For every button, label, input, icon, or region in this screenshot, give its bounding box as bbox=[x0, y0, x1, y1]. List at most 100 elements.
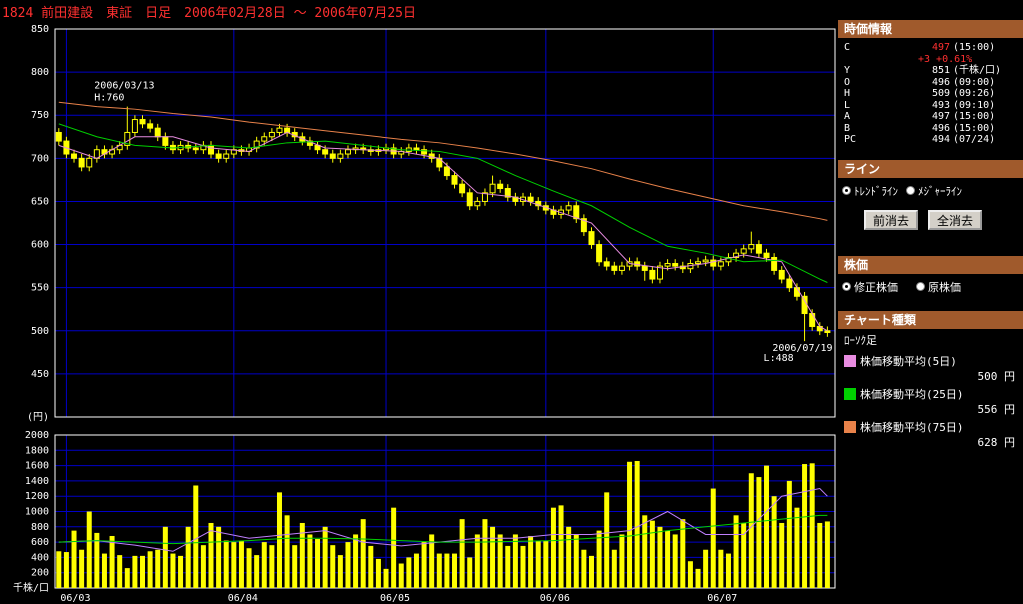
x-tick-label: 06/07 bbox=[707, 593, 737, 604]
radio-label[interactable]: 修正株価 bbox=[854, 280, 898, 294]
radio-option[interactable]: 原株価 bbox=[916, 279, 961, 295]
chart: 200 400 600 800 1000 1200 1400 1600 1800 2000 千株/口… bbox=[13, 24, 836, 604]
x-tick-label: 06/04 bbox=[228, 593, 258, 604]
volume-bar bbox=[611, 549, 617, 588]
candle-body bbox=[474, 200, 481, 207]
volume-bar bbox=[718, 549, 724, 588]
volume-bar bbox=[550, 507, 556, 588]
volume-bar bbox=[79, 549, 85, 588]
radio[interactable] bbox=[916, 282, 925, 291]
volume-bar bbox=[94, 532, 100, 588]
volume-bar bbox=[193, 485, 199, 588]
legend-value: 628 円 bbox=[977, 435, 1016, 449]
volume-bar bbox=[756, 477, 762, 588]
radio-option[interactable]: 修正株価 bbox=[842, 279, 898, 295]
y-tick-label: 750 bbox=[31, 110, 49, 121]
candle-body bbox=[192, 147, 199, 151]
volume-bar bbox=[162, 526, 168, 588]
volume-bar bbox=[467, 557, 473, 588]
y-tick-label: 450 bbox=[31, 369, 49, 380]
radio-option[interactable]: ﾒｼﾞｬｰﾗｲﾝ bbox=[906, 183, 962, 199]
volume-bar bbox=[642, 515, 648, 588]
volume-bar bbox=[147, 551, 153, 588]
volume-bar bbox=[132, 555, 138, 588]
candle-body bbox=[664, 263, 671, 267]
volume-bar bbox=[725, 553, 731, 588]
y-tick-label: 400 bbox=[31, 552, 49, 563]
button[interactable]: 前消去 bbox=[864, 209, 918, 230]
candle-body bbox=[329, 153, 336, 159]
radio[interactable] bbox=[842, 282, 851, 291]
quote-key: PC bbox=[844, 134, 857, 145]
quote-note: (千株/口) bbox=[953, 65, 1002, 76]
volume-bar bbox=[140, 555, 146, 588]
volume-bar bbox=[406, 557, 412, 588]
volume-bar bbox=[223, 540, 229, 588]
quote-key: B bbox=[844, 122, 851, 134]
volume-bar bbox=[581, 549, 587, 588]
candle-body bbox=[86, 157, 93, 168]
volume-bar bbox=[307, 534, 313, 588]
candle-body bbox=[733, 252, 740, 258]
quote-note: (07/24) bbox=[953, 134, 996, 145]
volume-average-line bbox=[58, 514, 828, 545]
candle-body bbox=[443, 166, 450, 177]
quote-value: 851 bbox=[931, 65, 950, 76]
candle-body bbox=[793, 287, 800, 297]
quote-key: A bbox=[844, 111, 851, 122]
volume-bar bbox=[573, 534, 579, 588]
candle-body bbox=[451, 175, 458, 185]
candle-body bbox=[649, 269, 656, 280]
quote-note: (15:00) bbox=[953, 111, 996, 122]
candle-body bbox=[618, 265, 625, 271]
candle-body bbox=[489, 183, 496, 194]
volume-bar bbox=[566, 526, 572, 588]
volume-bar bbox=[383, 568, 389, 588]
button[interactable]: 全消去 bbox=[928, 209, 982, 230]
y-tick-label: 650 bbox=[31, 196, 49, 207]
y-tick-label: 1800 bbox=[25, 445, 49, 456]
candle-body bbox=[573, 205, 580, 220]
candle-body bbox=[801, 295, 808, 315]
quote-key: O bbox=[844, 76, 851, 88]
volume-bar bbox=[474, 534, 480, 588]
candle-body bbox=[344, 149, 351, 155]
volume-bar bbox=[588, 555, 594, 588]
volume-bar bbox=[56, 551, 62, 588]
volume-bar bbox=[452, 553, 458, 588]
candle-body bbox=[147, 123, 154, 129]
volume-bar bbox=[444, 553, 450, 588]
quote-note: (09:26) bbox=[953, 88, 996, 99]
volume-bar bbox=[375, 558, 381, 588]
quote-row: Y 851 (千株/口) bbox=[838, 65, 1023, 77]
plot-frame bbox=[54, 28, 836, 418]
volume-bar bbox=[86, 511, 92, 588]
quote-row: A 497 (15:00) bbox=[838, 111, 1023, 123]
legend-swatch bbox=[844, 387, 856, 400]
quote-value: 497 bbox=[931, 42, 950, 53]
quote-row: PC 494 (07/24) bbox=[838, 134, 1023, 146]
moving-average-line bbox=[58, 131, 828, 332]
radio-option[interactable]: ﾄﾚﾝﾄﾞﾗｲﾝ bbox=[842, 183, 898, 199]
volume-bar bbox=[497, 534, 503, 588]
volume-bar bbox=[482, 519, 488, 588]
legend-name: 株価移動平均(25日) bbox=[860, 387, 964, 401]
candle-body bbox=[162, 136, 169, 146]
quote-row: H 509 (09:26) bbox=[838, 88, 1023, 100]
radio-label[interactable]: ﾒｼﾞｬｰﾗｲﾝ bbox=[918, 184, 962, 198]
radio-label[interactable]: ﾄﾚﾝﾄﾞﾗｲﾝ bbox=[854, 184, 898, 198]
radio-label[interactable]: 原株価 bbox=[928, 280, 961, 294]
section-header: 株価 bbox=[838, 255, 1023, 274]
candle-body bbox=[702, 259, 709, 263]
radio[interactable] bbox=[906, 186, 915, 195]
candle-body bbox=[755, 244, 762, 254]
candle-body bbox=[656, 265, 663, 280]
volume-bar bbox=[627, 461, 633, 588]
volume-bar bbox=[665, 530, 671, 588]
chart-kind: ﾛｰｿｸ足 bbox=[844, 333, 877, 347]
candle-body bbox=[276, 127, 283, 133]
volume-bar bbox=[710, 488, 716, 588]
quote-value: 496 bbox=[931, 76, 950, 88]
radio[interactable] bbox=[842, 186, 851, 195]
quote-note: (15:00) bbox=[953, 122, 996, 134]
